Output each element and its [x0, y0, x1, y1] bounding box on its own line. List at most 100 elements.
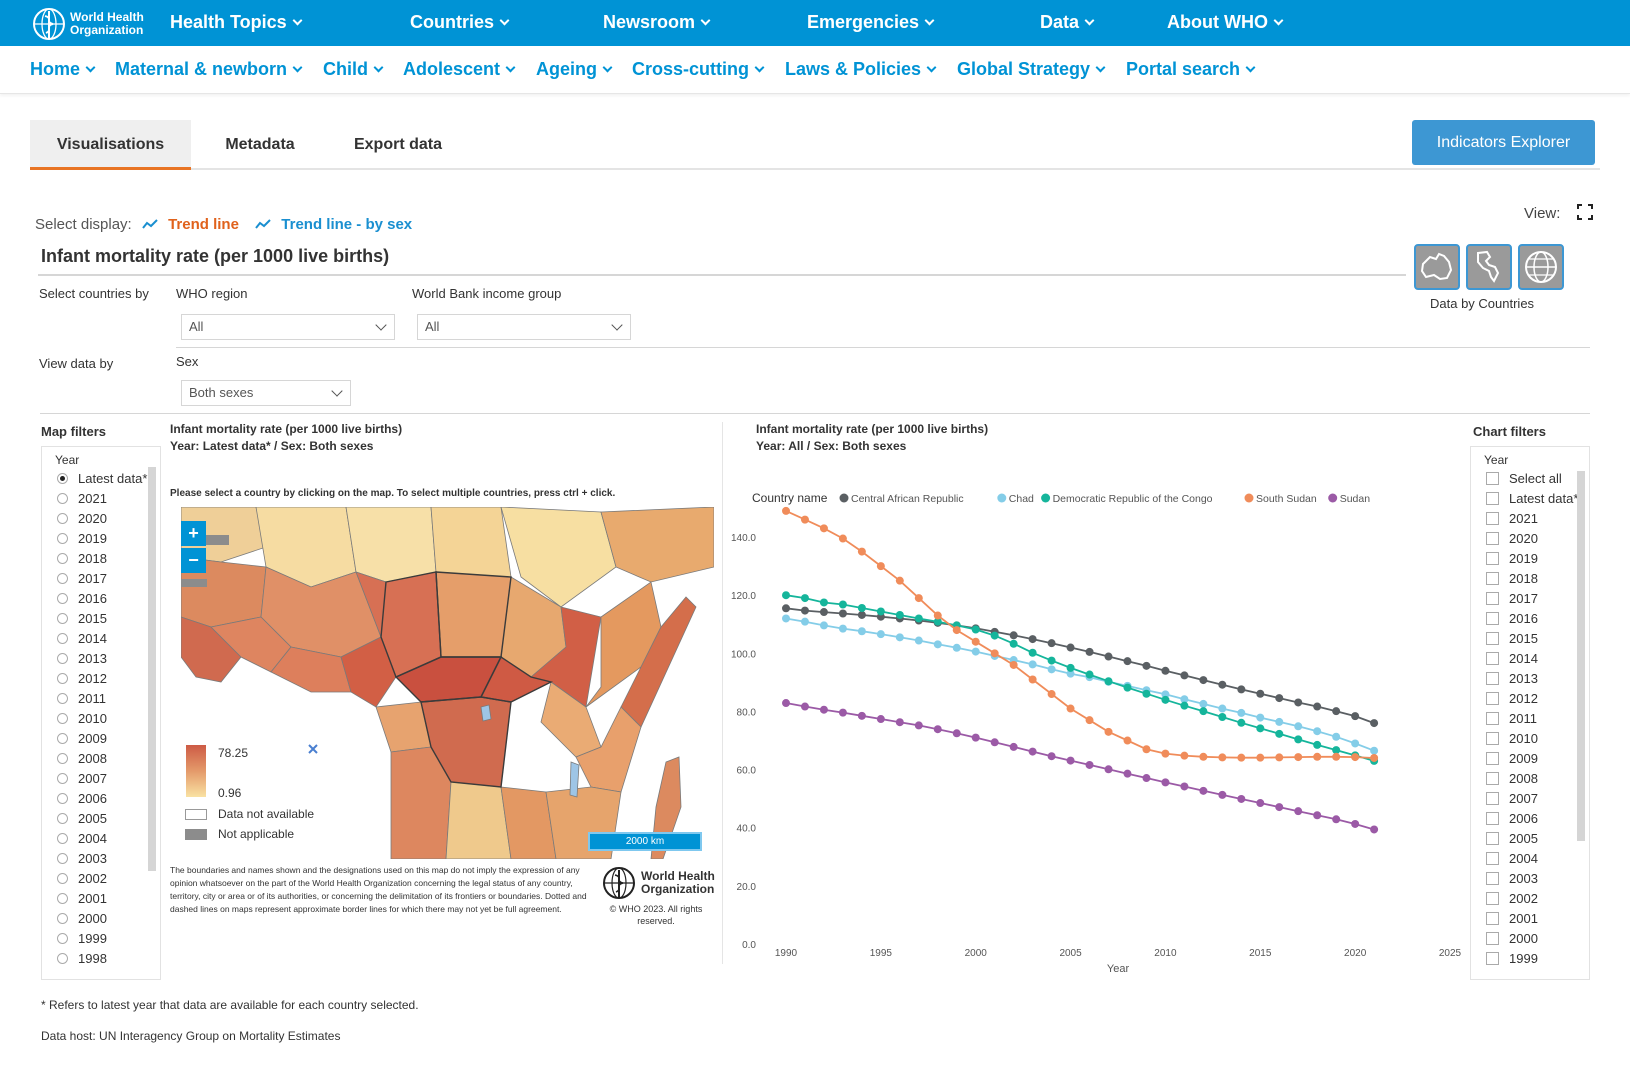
checkbox[interactable]	[1486, 912, 1499, 925]
trend-line-option[interactable]: Trend line	[136, 216, 243, 233]
chart-year-option[interactable]: 2011	[1486, 710, 1537, 728]
map-year-option[interactable]: 2002	[57, 870, 107, 888]
map-year-option[interactable]: 1998	[57, 950, 107, 968]
checkbox[interactable]	[1486, 492, 1499, 505]
choropleth-map[interactable]	[181, 507, 714, 859]
radio-button[interactable]	[57, 493, 68, 504]
radio-button[interactable]	[57, 913, 68, 924]
subnav-portal-search[interactable]: Portal search	[1126, 59, 1256, 80]
view-toggle-global[interactable]	[1518, 244, 1564, 290]
checkbox[interactable]	[1486, 832, 1499, 845]
checkbox[interactable]	[1486, 552, 1499, 565]
nav-about-who[interactable]: About WHO	[1167, 12, 1284, 33]
map-country[interactable]	[500, 507, 617, 608]
map-year-option[interactable]: Latest data*	[57, 470, 147, 488]
map-year-option[interactable]: 2015	[57, 610, 107, 628]
map-year-option[interactable]: 2019	[57, 530, 107, 548]
nav-countries[interactable]: Countries	[410, 12, 510, 33]
map-year-option[interactable]: 2020	[57, 510, 107, 528]
checkbox[interactable]	[1486, 512, 1499, 525]
tab-metadata[interactable]: Metadata	[225, 136, 295, 153]
checkbox[interactable]	[1486, 932, 1499, 945]
chart-year-option[interactable]: 2010	[1486, 730, 1538, 748]
radio-button[interactable]	[57, 693, 68, 704]
tab-visualisations[interactable]: Visualisations	[30, 120, 191, 170]
checkbox[interactable]	[1486, 752, 1499, 765]
map-year-option[interactable]: 2008	[57, 750, 107, 768]
subnav-adolescent[interactable]: Adolescent	[403, 59, 516, 80]
checkbox[interactable]	[1486, 632, 1499, 645]
radio-button[interactable]	[57, 873, 68, 884]
chart-year-option[interactable]: 2019	[1486, 550, 1538, 568]
indicators-explorer-button[interactable]: Indicators Explorer	[1412, 120, 1595, 165]
radio-button[interactable]	[57, 553, 68, 564]
chart-year-option[interactable]: 2001	[1486, 910, 1538, 928]
checkbox[interactable]	[1486, 872, 1499, 885]
map-year-option[interactable]: 2014	[57, 630, 107, 648]
close-legend-icon[interactable]	[307, 743, 319, 755]
radio-button[interactable]	[57, 893, 68, 904]
radio-button[interactable]	[57, 473, 68, 484]
subnav-laws-policies[interactable]: Laws & Policies	[785, 59, 937, 80]
checkbox[interactable]	[1486, 732, 1499, 745]
chart-year-option[interactable]: 2016	[1486, 610, 1538, 628]
radio-button[interactable]	[57, 753, 68, 764]
sex-select[interactable]: Both sexes	[181, 380, 351, 406]
checkbox[interactable]	[1486, 792, 1499, 805]
checkbox[interactable]	[1486, 692, 1499, 705]
who-region-select[interactable]: All	[181, 314, 395, 340]
checkbox[interactable]	[1486, 532, 1499, 545]
map-country[interactable]	[445, 781, 512, 859]
map-country[interactable]	[340, 636, 397, 708]
checkbox[interactable]	[1486, 472, 1499, 485]
chart-year-option[interactable]: 2020	[1486, 530, 1538, 548]
map-year-option[interactable]: 2018	[57, 550, 107, 568]
income-group-select[interactable]: All	[417, 314, 631, 340]
map-year-option[interactable]: 1999	[57, 930, 107, 948]
chart-year-option[interactable]: 2014	[1486, 650, 1538, 668]
checkbox[interactable]	[1486, 672, 1499, 685]
map-year-option[interactable]: 2001	[57, 890, 107, 908]
subnav-home[interactable]: Home	[30, 59, 96, 80]
checkbox[interactable]	[1486, 612, 1499, 625]
radio-button[interactable]	[57, 933, 68, 944]
chart-year-option[interactable]: 2000	[1486, 930, 1538, 948]
map-country[interactable]	[500, 786, 557, 859]
map-country[interactable]	[430, 507, 512, 578]
zoom-in-button[interactable]: +	[181, 521, 206, 546]
checkbox[interactable]	[1486, 812, 1499, 825]
map-year-option[interactable]: 2012	[57, 670, 107, 688]
subnav-maternal-newborn[interactable]: Maternal & newborn	[115, 59, 303, 80]
map-country[interactable]	[345, 507, 437, 583]
checkbox[interactable]	[1486, 892, 1499, 905]
checkbox[interactable]	[1486, 772, 1499, 785]
subnav-cross-cutting[interactable]: Cross-cutting	[632, 59, 765, 80]
radio-button[interactable]	[57, 953, 68, 964]
radio-button[interactable]	[57, 613, 68, 624]
map-year-option[interactable]: 2011	[57, 690, 106, 708]
chart-year-option[interactable]: 2013	[1486, 670, 1538, 688]
checkbox[interactable]	[1486, 592, 1499, 605]
chart-year-option[interactable]: 2021	[1486, 510, 1538, 528]
chart-year-option[interactable]: 2004	[1486, 850, 1538, 868]
trend-line-by-sex-option[interactable]: Trend line - by sex	[243, 216, 412, 233]
checkbox[interactable]	[1486, 712, 1499, 725]
chart-year-option[interactable]: 2017	[1486, 590, 1538, 608]
view-toggle-countries[interactable]	[1414, 244, 1460, 290]
checkbox[interactable]	[1486, 952, 1499, 965]
tab-export-data[interactable]: Export data	[353, 136, 442, 153]
chart-year-option[interactable]: 2015	[1486, 630, 1538, 648]
chart-year-option[interactable]: 2012	[1486, 690, 1538, 708]
subnav-ageing[interactable]: Ageing	[536, 59, 613, 80]
checkbox[interactable]	[1486, 652, 1499, 665]
nav-newsroom[interactable]: Newsroom	[603, 12, 711, 33]
radio-button[interactable]	[57, 673, 68, 684]
chart-year-option[interactable]: 2009	[1486, 750, 1538, 768]
map-year-option[interactable]: 2003	[57, 850, 107, 868]
radio-button[interactable]	[57, 653, 68, 664]
map-year-option[interactable]: 2010	[57, 710, 107, 728]
chart-year-option[interactable]: Latest data*	[1486, 490, 1578, 508]
map-year-option[interactable]: 2017	[57, 570, 107, 588]
radio-button[interactable]	[57, 733, 68, 744]
checkbox[interactable]	[1486, 852, 1499, 865]
